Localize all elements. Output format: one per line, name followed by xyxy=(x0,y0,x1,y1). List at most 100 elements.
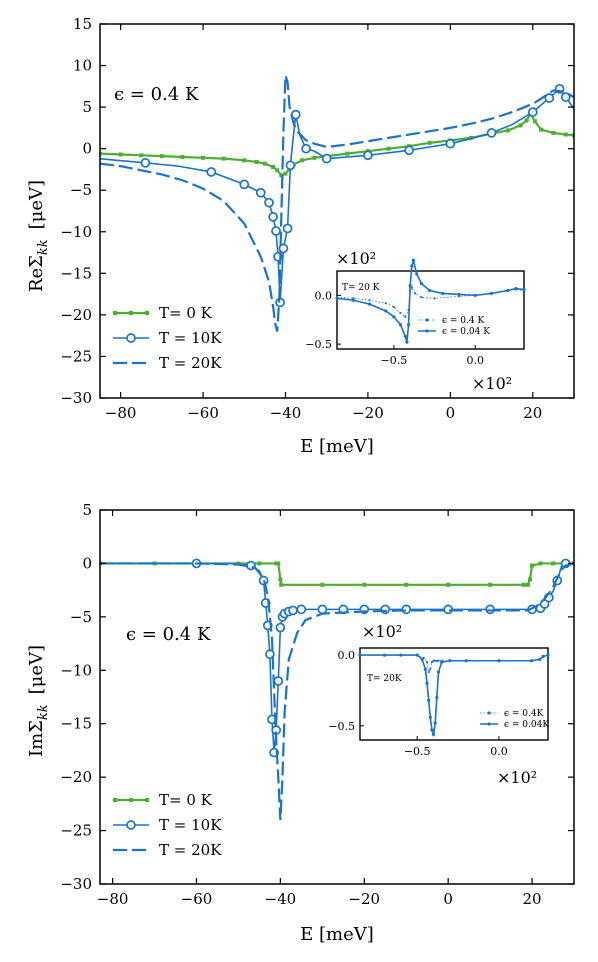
inset-point xyxy=(530,659,534,663)
inset-point xyxy=(410,286,413,289)
bottom-panel-point-square xyxy=(279,582,284,587)
inset-point xyxy=(420,296,423,299)
top-panel-point-square xyxy=(518,123,523,128)
inset-xtick-label: 0.0 xyxy=(466,354,484,367)
inset-point xyxy=(433,297,436,300)
bottom-panel-series xyxy=(100,558,574,820)
bottom-panel-legend: T= 0 K T = 10K T = 20K xyxy=(113,791,222,859)
y-tick-label: 15 xyxy=(73,15,92,33)
y-tick-label: 0 xyxy=(82,554,92,572)
legend-marker-square xyxy=(145,798,149,802)
inset-annotation: T= 20K xyxy=(367,674,402,684)
inset-legend-marker xyxy=(425,318,429,322)
inset-sci-bottom: ×10² xyxy=(472,374,512,393)
top-panel-point-circle xyxy=(282,223,293,234)
top-panel-point-square xyxy=(427,140,432,145)
x-tick-label: −80 xyxy=(97,890,129,908)
top-panel-point-circle xyxy=(239,179,250,190)
y-tick-label: −30 xyxy=(60,389,92,407)
y-tick-label: 5 xyxy=(82,98,92,116)
y-label-sub: kk xyxy=(36,704,51,720)
inset-xtick-label: −0.5 xyxy=(381,354,408,367)
inset-point xyxy=(392,315,396,319)
inset-sci-top: ×10² xyxy=(336,249,376,268)
bottom-panel-point-circle xyxy=(401,604,412,615)
inset-point xyxy=(335,296,339,300)
legend-marker-square xyxy=(113,798,117,802)
top-panel-point-circle xyxy=(206,167,217,177)
inset-point xyxy=(497,659,501,663)
x-tick-label: −80 xyxy=(105,404,137,422)
inset-ytick-label: −0.5 xyxy=(328,720,355,733)
bottom-panel-point-square xyxy=(551,561,556,566)
inset-point xyxy=(405,340,409,344)
y-tick-label: −5 xyxy=(70,608,92,626)
legend-label-1: T = 10K xyxy=(159,816,222,834)
inset-point xyxy=(435,695,439,700)
inset-sci-top: ×10² xyxy=(362,622,402,641)
top-panel-series-line-2 xyxy=(100,75,574,332)
y-label-main: ImΣ xyxy=(26,720,47,757)
inset-point xyxy=(425,661,429,664)
bottom-panel-x-axis-label: E [meV] xyxy=(300,924,374,945)
top-panel-point-circle xyxy=(527,107,538,117)
inset-point xyxy=(473,293,477,297)
top-panel-point-square xyxy=(551,130,556,135)
inset-point xyxy=(392,305,396,309)
y-tick-label: −30 xyxy=(60,875,92,893)
inset-point xyxy=(427,698,431,702)
y-tick-label: −15 xyxy=(60,264,92,282)
inset-point xyxy=(408,284,412,288)
top-panel-inset: −0.5 0.0 0.0 −0.5 T= 20 K ϵ = 0.4 Kϵ = 0.04 K… xyxy=(305,249,526,393)
top-panel-point-square xyxy=(345,151,350,156)
bottom-panel-point-square xyxy=(320,582,325,587)
inset-point xyxy=(413,292,417,295)
top-panel-point-circle xyxy=(363,150,373,161)
inset-point xyxy=(436,670,441,674)
y-tick-label: −15 xyxy=(60,715,92,733)
top-panel-y-axis-label: ReΣkk [μeV] xyxy=(26,180,51,292)
bottom-panel-point-circle xyxy=(275,622,286,633)
inset-point xyxy=(457,292,461,296)
bottom-panel-point-square xyxy=(404,582,409,587)
top-panel-point-square xyxy=(506,128,511,133)
inset-point xyxy=(419,282,424,286)
inset-point xyxy=(368,299,371,302)
bottom-panel-series-line-0 xyxy=(100,562,574,586)
inset-point xyxy=(420,657,424,661)
bottom-panel-y-axis-label: ImΣkk [μeV] xyxy=(26,645,51,757)
x-tick-label: 20 xyxy=(523,404,542,422)
inset-point xyxy=(437,659,440,662)
inset-point xyxy=(382,653,387,657)
top-panel-point-square xyxy=(221,156,226,161)
inset-ytick-label: 0.0 xyxy=(315,289,333,302)
top-panel-point-square xyxy=(242,158,247,163)
bottom-panel-point-square xyxy=(446,582,451,587)
top-panel-point-circle xyxy=(271,226,281,236)
inset-point xyxy=(384,302,387,305)
x-tick-label: −20 xyxy=(348,890,380,908)
top-panel-point-square xyxy=(283,171,288,176)
top-panel-point-square xyxy=(201,155,206,160)
inset-point xyxy=(411,258,416,262)
bottom-panel-point-square xyxy=(530,563,535,568)
top-panel-point-circle xyxy=(264,197,274,208)
top-panel-epsilon-annotation: ϵ = 0.4 K xyxy=(114,84,199,105)
bottom-panel-point-square xyxy=(527,577,532,582)
inset-legend-marker xyxy=(487,722,491,726)
inset-point xyxy=(367,302,372,306)
top-panel-point-square xyxy=(312,155,317,160)
inset-series-line-1 xyxy=(336,260,525,343)
top-panel-point-circle xyxy=(321,153,332,164)
legend-marker-square xyxy=(113,311,117,315)
y-tick-label: −20 xyxy=(60,768,92,786)
top-panel-series xyxy=(100,75,574,332)
inset-point xyxy=(428,288,432,293)
top-panel-x-axis-label: E [meV] xyxy=(300,436,374,457)
inset-point xyxy=(430,728,434,732)
bottom-panel-point-circle xyxy=(317,604,328,615)
y-label-sub: kk xyxy=(36,239,51,255)
inset-point xyxy=(435,659,438,662)
top-panel-point-circle xyxy=(404,145,414,156)
